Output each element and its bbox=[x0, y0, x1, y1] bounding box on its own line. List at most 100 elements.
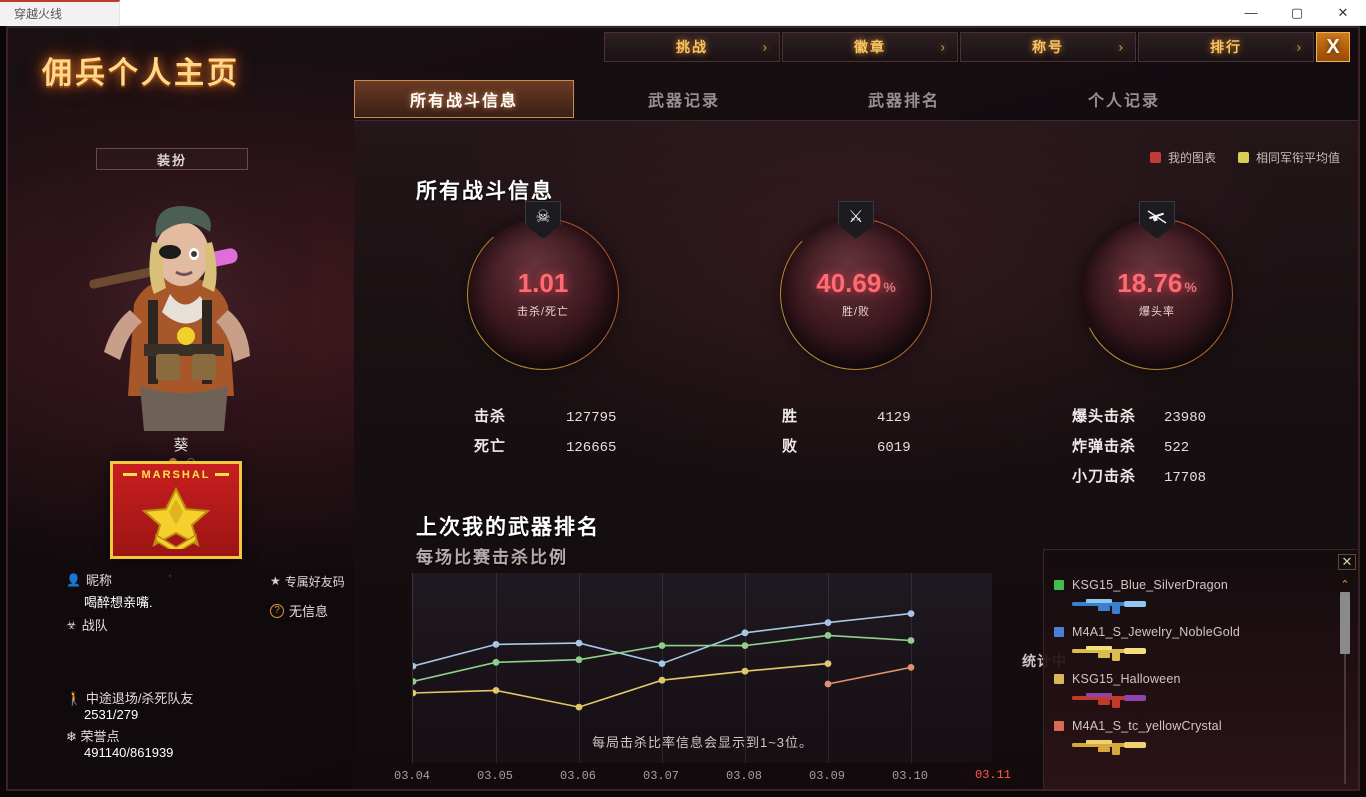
gauge-headshot[interactable]: 18.76% 爆头率 bbox=[1081, 201, 1233, 370]
weapon-thumbnail bbox=[1068, 641, 1326, 663]
stat-label-headshot-kills: 爆头击杀 bbox=[1072, 408, 1137, 425]
nav-button-ranking-label: 排行 bbox=[1210, 39, 1242, 55]
scroll-up-icon[interactable]: ⌃ bbox=[1340, 579, 1350, 591]
friend-icon: ★ bbox=[270, 574, 281, 588]
chevron-right-icon: › bbox=[762, 39, 769, 55]
dress-up-button[interactable]: 装扮 bbox=[96, 148, 248, 170]
weapon-legend-item[interactable]: M4A1_S_Jewelry_NobleGold bbox=[1054, 625, 1326, 663]
gauge-kd[interactable]: 1.01 击杀/死亡 ☠ bbox=[467, 201, 619, 370]
chart-gridline bbox=[828, 573, 829, 763]
weapon-legend-panel: ✕ KSG15_Blue_SilverDragon M4A1_S_Jewelry_… bbox=[1043, 549, 1358, 791]
chart-series-layer bbox=[409, 610, 915, 711]
stat-value-kills: 127795 bbox=[566, 410, 617, 426]
tab-weapon-record[interactable]: 武器记录 bbox=[647, 93, 720, 110]
leave-kill-row: 🚶 中途退场/杀死队友 bbox=[66, 688, 193, 707]
stat-value-bomb-kills: 522 bbox=[1164, 440, 1190, 456]
chart-legend: 我的图表 相同军衔平均值 bbox=[1149, 149, 1340, 166]
stat-value-deaths: 126665 bbox=[566, 440, 617, 456]
chart-x-axis: 03.04 03.05 03.06 03.07 03.08 03.09 03.10 03.11 bbox=[394, 765, 1025, 789]
maximize-icon[interactable]: ▢ bbox=[1290, 5, 1304, 20]
weapon-panel-close-icon[interactable]: ✕ bbox=[1338, 554, 1356, 570]
main-content: 所有战斗信息 我的图表 相同军衔平均值 bbox=[354, 120, 1358, 791]
character-name: 葵 bbox=[173, 437, 191, 454]
stat-label-wins: 胜 bbox=[782, 408, 799, 425]
profile-stats: 🚶 中途退场/杀死队友 2531/279 ❄ 荣誉点 491140/861939 bbox=[66, 688, 193, 764]
chart-x-tick[interactable]: 03.08 bbox=[725, 769, 763, 783]
gauge-row: 1.01 击杀/死亡 ☠ 40.69% 胜/败 bbox=[354, 201, 1358, 389]
nav-button-title-label: 称号 bbox=[1032, 39, 1064, 55]
stat-group-special: 爆头击杀 23980 炸弹击杀 522 小刀击杀 17708 bbox=[1072, 405, 1332, 495]
rank-dash-left-icon bbox=[123, 473, 137, 476]
gun-icon bbox=[1072, 599, 1146, 614]
gauge-winrate[interactable]: 40.69% 胜/败 ⚔ bbox=[780, 201, 932, 370]
nickname-row: 👤 昵称 bbox=[66, 570, 356, 589]
clan-label: 战队 bbox=[81, 618, 108, 633]
chart-gridline bbox=[662, 573, 663, 763]
stat-value-headshot-kills: 23980 bbox=[1164, 410, 1207, 426]
chart-x-tick[interactable]: 03.11 bbox=[961, 765, 1025, 785]
scrollbar-track[interactable] bbox=[1344, 592, 1346, 784]
weapon-panel-scrollbar[interactable]: ⌃ ⌄ bbox=[1338, 579, 1352, 791]
rank-badge: MARSHAL bbox=[110, 461, 242, 559]
stat-row-kills: 击杀 127795 bbox=[474, 405, 704, 426]
tab-weapon-ranking[interactable]: 武器排名 bbox=[867, 93, 940, 110]
scrollbar-thumb[interactable] bbox=[1340, 592, 1350, 654]
nickname-value: 喝醉想亲嘴. bbox=[84, 595, 153, 610]
tab-bar: 所有战斗信息 武器记录 武器排名 个人记录 bbox=[354, 80, 1234, 118]
weapon-thumbnail bbox=[1068, 594, 1326, 616]
chart-x-tick[interactable]: 03.07 bbox=[642, 769, 680, 783]
chart-x-tick[interactable]: 03.06 bbox=[559, 769, 597, 783]
weapon-legend-row: M4A1_S_Jewelry_NobleGold bbox=[1054, 625, 1326, 639]
weapon-name: M4A1_S_Jewelry_NobleGold bbox=[1072, 625, 1241, 639]
legend-item-average[interactable]: 相同军衔平均值 bbox=[1237, 149, 1340, 166]
nav-button-badge[interactable]: 徽章 › bbox=[782, 32, 958, 62]
gauge-kd-value: 1.01 bbox=[517, 267, 569, 298]
nav-button-ranking[interactable]: 排行 › bbox=[1138, 32, 1314, 62]
chart-x-tick[interactable]: 03.04 bbox=[393, 769, 431, 783]
runner-icon: 🚶 bbox=[66, 691, 83, 706]
weapon-legend-item[interactable]: M4A1_S_tc_yellowCrystal bbox=[1054, 719, 1326, 757]
stat-row-losses: 败 6019 bbox=[782, 435, 1012, 456]
gauge-headshot-unit: % bbox=[1184, 278, 1197, 295]
no-info-row: ? 无信息 bbox=[270, 601, 420, 620]
gauge-winrate-unit: % bbox=[883, 278, 896, 295]
weapon-name: KSG15_Blue_SilverDragon bbox=[1072, 578, 1229, 592]
honor-label: 荣誉点 bbox=[80, 729, 120, 744]
close-icon[interactable]: ✕ bbox=[1337, 5, 1349, 20]
legend-label-average: 相同军衔平均值 bbox=[1255, 151, 1340, 165]
chart-x-tick[interactable]: 03.05 bbox=[476, 769, 514, 783]
window-close-button[interactable]: X bbox=[1316, 32, 1350, 62]
rank-dash-right-icon bbox=[215, 473, 229, 476]
nav-button-challenge[interactable]: 挑战 › bbox=[604, 32, 780, 62]
stat-row-knife-kills: 小刀击杀 17708 bbox=[1072, 465, 1332, 486]
scroll-down-icon[interactable]: ⌄ bbox=[1340, 785, 1350, 791]
nav-button-title[interactable]: 称号 › bbox=[960, 32, 1136, 62]
character-preview[interactable]: 葵 bbox=[52, 176, 312, 466]
minimize-icon[interactable]: — bbox=[1244, 5, 1258, 20]
window-tab[interactable]: 穿越火线 bbox=[0, 0, 120, 26]
chart-x-tick[interactable]: 03.09 bbox=[808, 769, 846, 783]
tab-personal-record[interactable]: 个人记录 bbox=[1087, 93, 1160, 110]
stat-group-kills: 击杀 127795 死亡 126665 bbox=[474, 405, 704, 465]
chart-subheading: 每场比赛击杀比例 bbox=[416, 548, 568, 567]
weapon-legend-item[interactable]: KSG15_Blue_SilverDragon bbox=[1054, 578, 1326, 616]
profile-info: 👤 昵称 喝醉想亲嘴. ☣ 战队 ★ 专属好友码 发放 ? 无 bbox=[66, 570, 397, 637]
gun-icon bbox=[1072, 646, 1146, 661]
chart-gridline bbox=[745, 573, 746, 763]
leave-kill-value: 2531/279 bbox=[84, 707, 139, 722]
stat-row-wins: 胜 4129 bbox=[782, 405, 1012, 426]
weapon-color-swatch bbox=[1054, 627, 1064, 637]
gauge-headshot-caption: 爆头率 bbox=[1139, 305, 1175, 318]
tab-all-battle-info[interactable]: 所有战斗信息 bbox=[354, 80, 574, 118]
weapon-legend-item[interactable]: KSG15_Halloween bbox=[1054, 672, 1326, 710]
question-mark-icon: ? bbox=[270, 603, 284, 618]
window-controls: — ▢ ✕ bbox=[1228, 0, 1366, 26]
weapon-kill-ratio-chart[interactable]: 每局击杀比率信息会显示到1~3位。 统计中 03.0403.0503.0603.… bbox=[394, 573, 1066, 785]
chart-x-tick[interactable]: 03.10 bbox=[891, 769, 929, 783]
stat-row-headshot-kills: 爆头击杀 23980 bbox=[1072, 405, 1332, 426]
clan-icon: ☣ bbox=[66, 617, 77, 632]
stat-label-deaths: 死亡 bbox=[474, 438, 507, 455]
legend-item-mine[interactable]: 我的图表 bbox=[1149, 149, 1216, 166]
chevron-right-icon: › bbox=[1296, 39, 1303, 55]
